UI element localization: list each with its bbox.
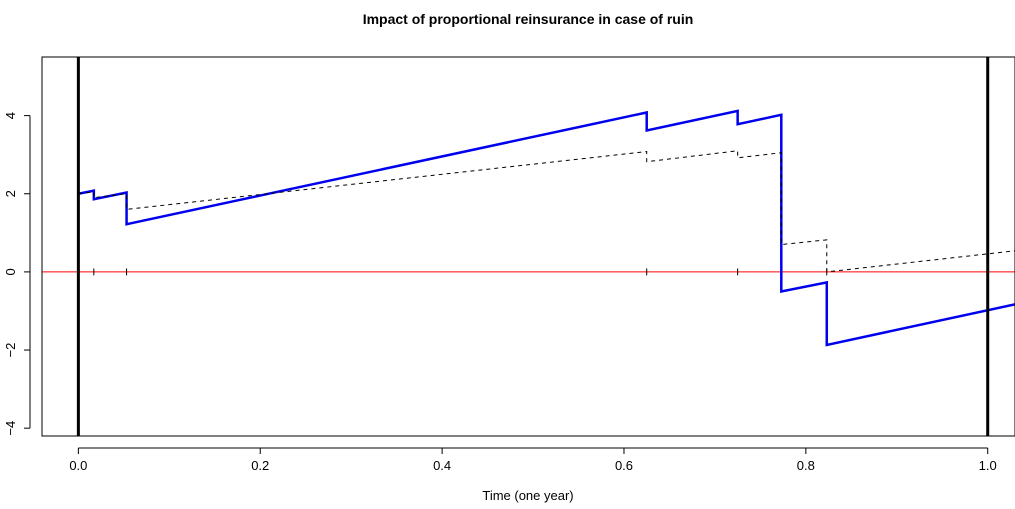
x-tick-label-5: 1.0	[979, 458, 997, 473]
y-tick-label-4: 4	[3, 112, 18, 119]
plot-frame	[41, 56, 1015, 437]
x-tick-label-3: 0.6	[615, 458, 633, 473]
y-tick-label-0: −4	[3, 421, 18, 436]
y-tick-label-3: 2	[3, 190, 18, 197]
x-tick-label-0: 0.0	[69, 458, 87, 473]
series-line-0	[78, 109, 1015, 347]
series-line-1	[78, 150, 1015, 273]
y-axis: −4 −2 0 2 4	[3, 112, 31, 436]
chart-title: Impact of proportional reinsurance in ca…	[363, 11, 694, 27]
plot-area	[42, 57, 1015, 436]
x-axis: 0.0 0.2 0.4 0.6 0.8 1.0	[69, 447, 997, 473]
y-tick-label-2: 0	[3, 268, 18, 275]
x-tick-label-1: 0.2	[251, 458, 269, 473]
x-axis-label: Time (one year)	[482, 488, 573, 503]
x-tick-label-2: 0.4	[433, 458, 451, 473]
x-tick-label-4: 0.8	[797, 458, 815, 473]
y-tick-label-1: −2	[3, 343, 18, 358]
